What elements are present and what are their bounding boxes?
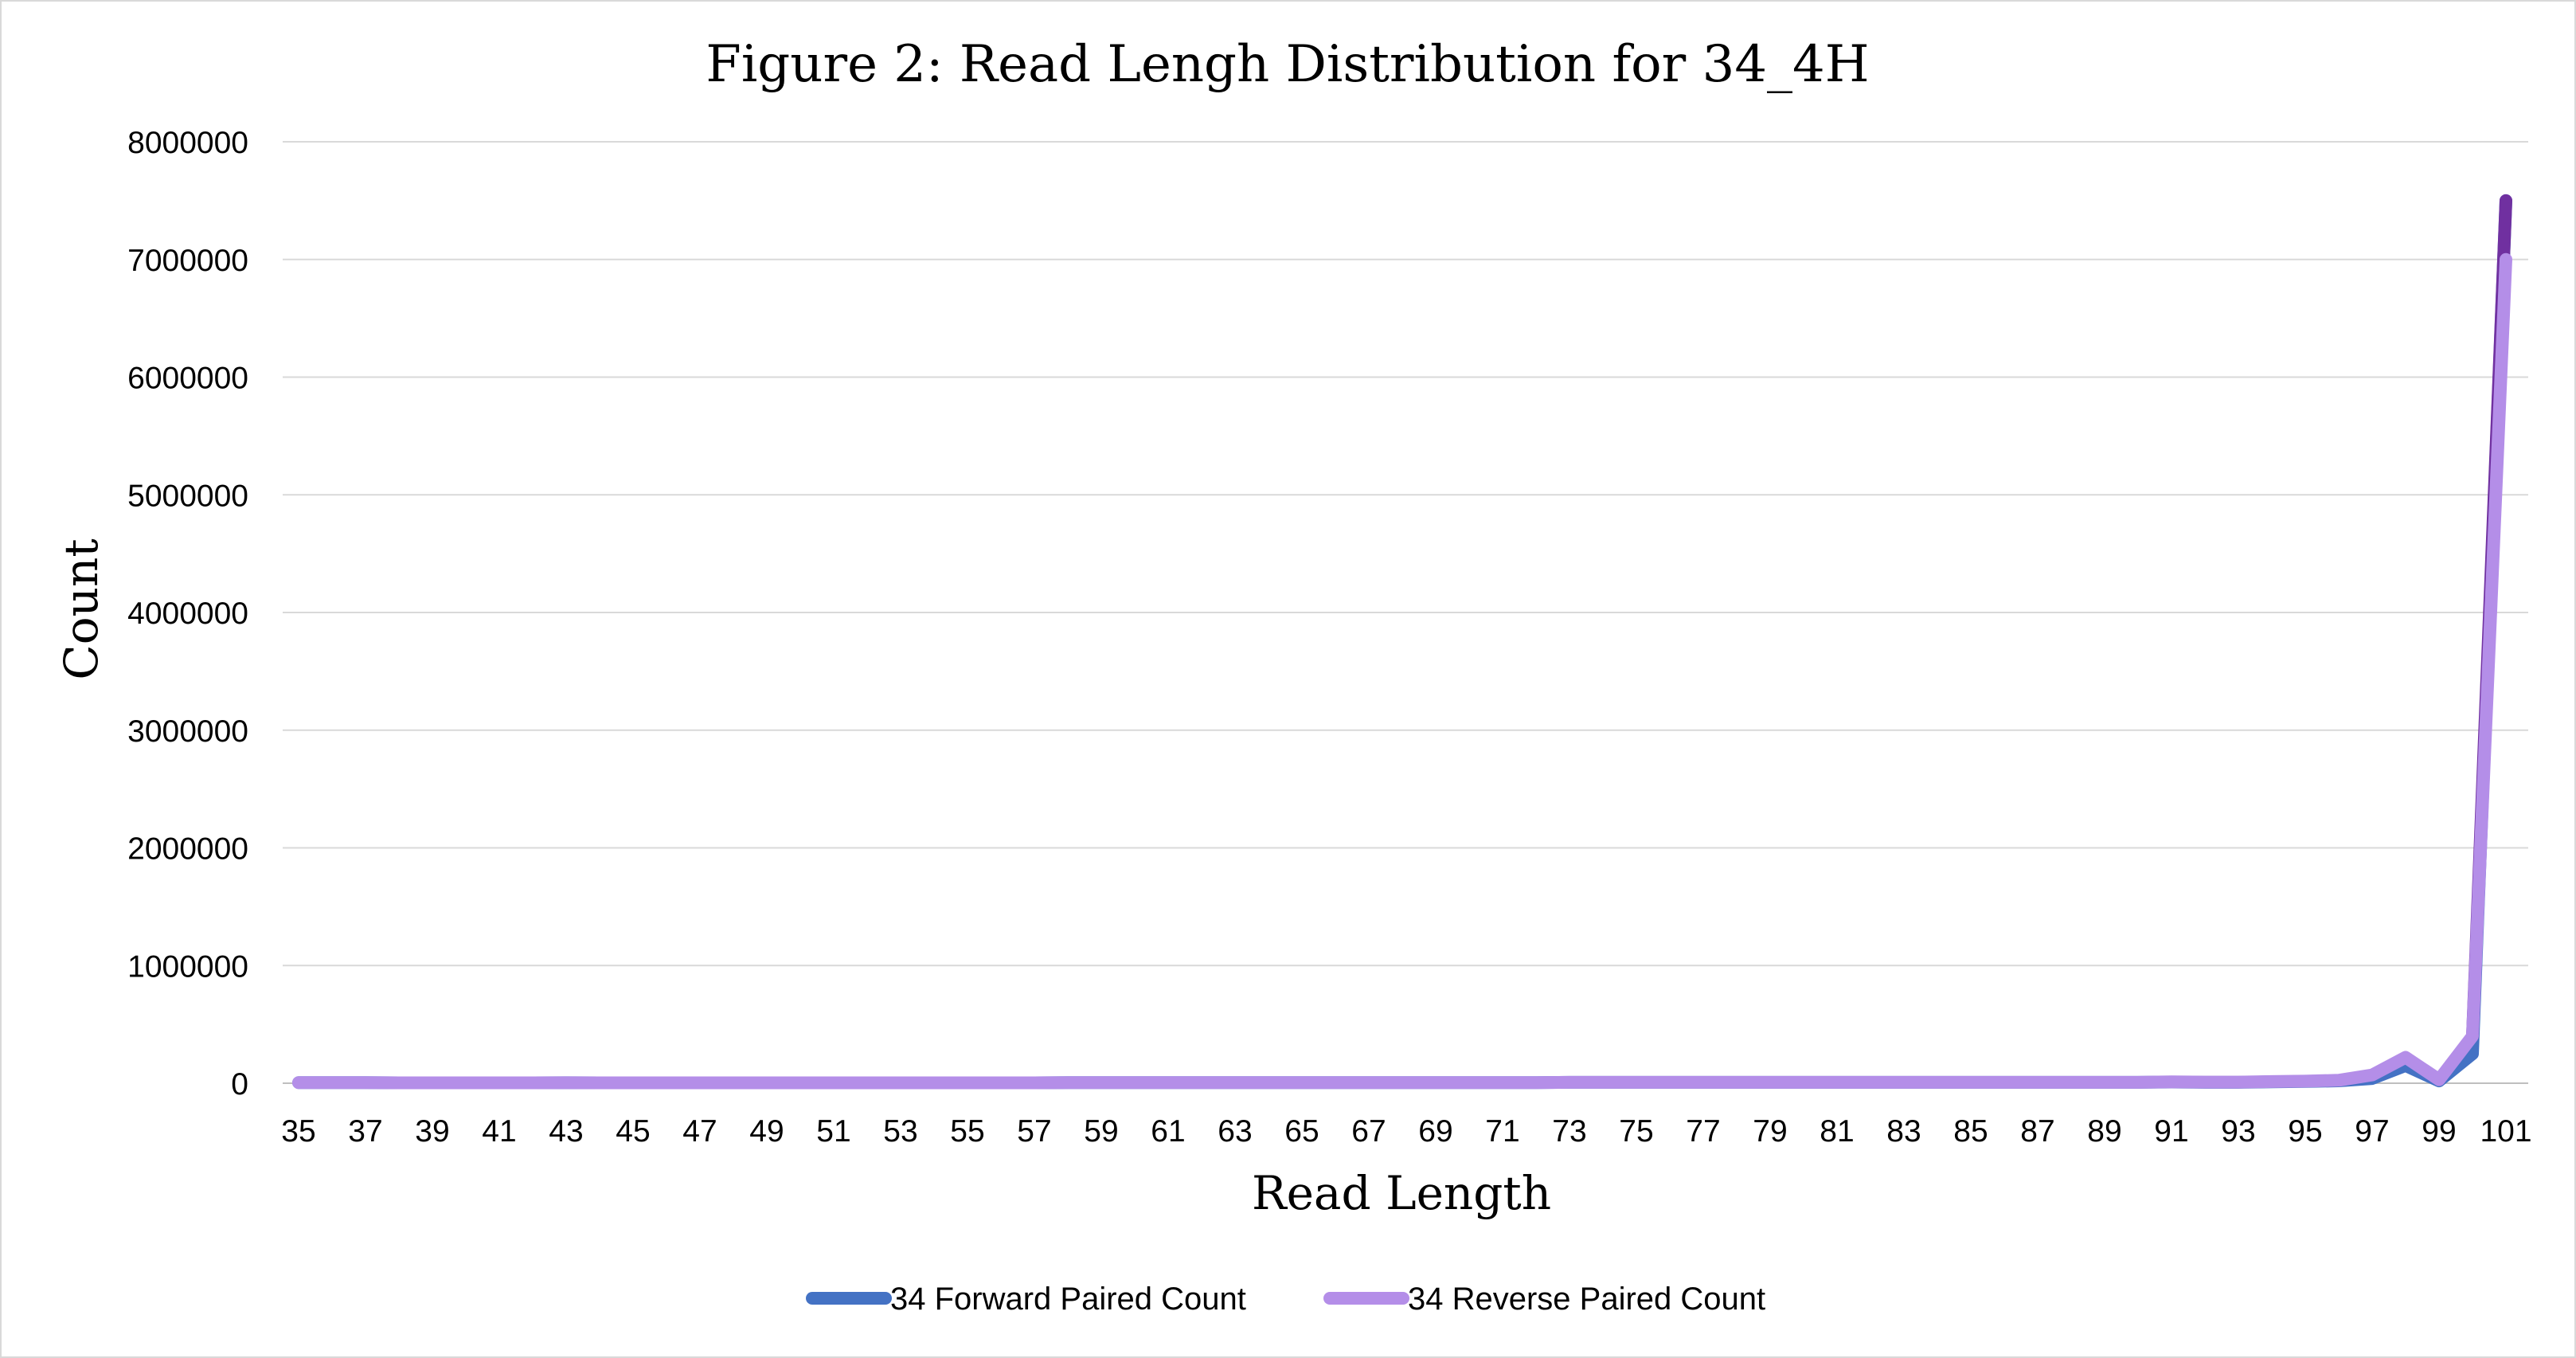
- x-tick-label: 91: [2154, 1114, 2188, 1149]
- x-tick-label: 35: [281, 1114, 315, 1149]
- y-tick-label: 7000000: [127, 244, 248, 278]
- x-tick-label: 69: [1418, 1114, 1452, 1149]
- series-line-reverse: [292, 252, 2512, 1090]
- x-tick-label: 83: [1886, 1114, 1921, 1149]
- x-tick-label: 101: [2480, 1114, 2531, 1149]
- y-tick-label: 3000000: [127, 714, 248, 749]
- x-tick-label: 45: [616, 1114, 650, 1149]
- x-tick-label: 51: [816, 1114, 850, 1149]
- x-tick-label: 55: [950, 1114, 984, 1149]
- x-tick-label: 43: [549, 1114, 583, 1149]
- x-tick-label: 75: [1619, 1114, 1653, 1149]
- y-tick-label: 2000000: [127, 832, 248, 867]
- y-tick-label: 8000000: [127, 126, 248, 160]
- x-tick-label: 57: [1017, 1114, 1051, 1149]
- x-tick-label: 97: [2355, 1114, 2389, 1149]
- x-tick-label: 71: [1485, 1114, 1519, 1149]
- x-tick-label: 95: [2288, 1114, 2322, 1149]
- chart-title: Figure 2: Read Lengh Distribution for 34…: [706, 35, 1869, 94]
- x-tick-label: 65: [1284, 1114, 1319, 1149]
- x-tick-label: 59: [1084, 1114, 1118, 1149]
- x-tick-label: 87: [2020, 1114, 2054, 1149]
- x-tick-label: 89: [2087, 1114, 2121, 1149]
- y-tick-label: 5000000: [127, 479, 248, 513]
- y-tick-label: 6000000: [127, 362, 248, 396]
- x-tick-label: 77: [1686, 1114, 1720, 1149]
- x-tick-label: 53: [883, 1114, 917, 1149]
- x-tick-label: 67: [1351, 1114, 1386, 1149]
- y-tick-label: 0: [231, 1067, 248, 1102]
- x-tick-label: 39: [415, 1114, 449, 1149]
- y-axis-title: Count: [54, 538, 108, 679]
- y-tick-label: 4000000: [127, 597, 248, 631]
- legend: 34 Forward Paired Count 34 Reverse Paired…: [806, 1282, 1765, 1317]
- x-tick-label: 37: [348, 1114, 382, 1149]
- x-tick-label: 49: [749, 1114, 784, 1149]
- x-tick-label: 93: [2221, 1114, 2255, 1149]
- gridlines: [283, 141, 2528, 967]
- x-tick-label: 81: [1820, 1114, 1854, 1149]
- legend-label: 34 Reverse Paired Count: [1408, 1282, 1765, 1317]
- x-tick-label: 47: [682, 1114, 717, 1149]
- series-lines: [292, 194, 2512, 1090]
- x-tick-label: 61: [1151, 1114, 1185, 1149]
- x-tick-label: 73: [1552, 1114, 1586, 1149]
- x-axis-title: Read Length: [1252, 1166, 1551, 1220]
- x-tick-label: 85: [1953, 1114, 1988, 1149]
- x-axis-ticks: 35 37 39 41 43 45 47 49 51 53 55 57 59 61 63 65 67 69 71 73…: [281, 1114, 2531, 1149]
- y-axis-ticks: 0 1000000 2000000 3000000 4000000 5000000 6000…: [127, 126, 248, 1102]
- x-tick-label: 99: [2422, 1114, 2456, 1149]
- x-tick-label: 79: [1753, 1114, 1787, 1149]
- x-tick-label: 63: [1218, 1114, 1252, 1149]
- legend-label: 34 Forward Paired Count: [890, 1282, 1246, 1317]
- y-tick-label: 1000000: [127, 949, 248, 984]
- x-tick-label: 41: [482, 1114, 516, 1149]
- series-line-forward: [292, 194, 2512, 1090]
